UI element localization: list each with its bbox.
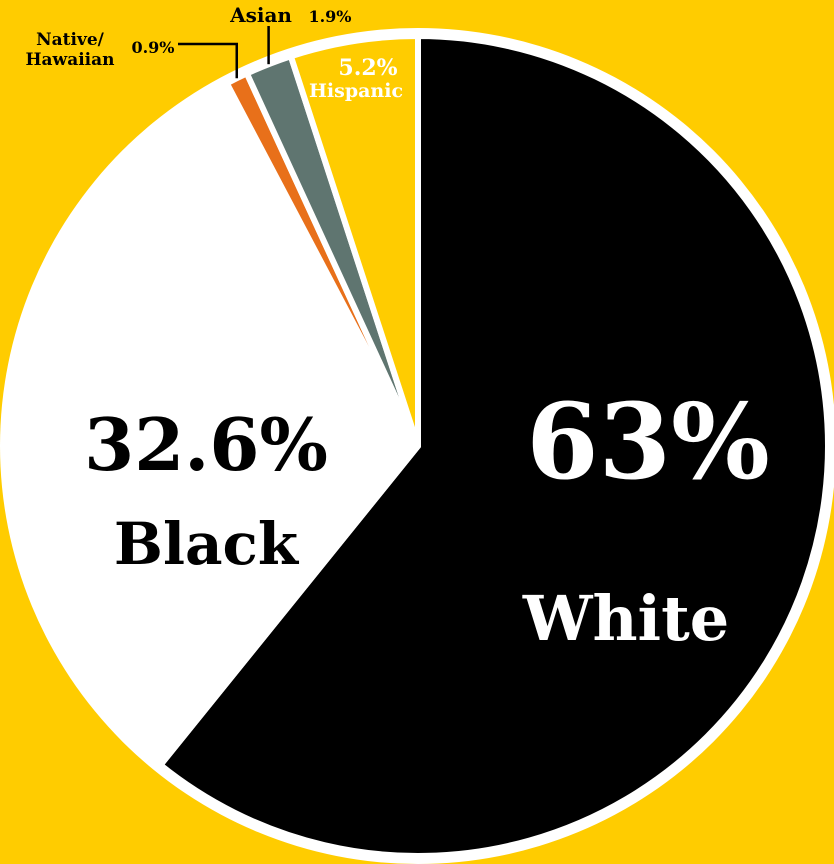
pie-slice-white — [157, 33, 831, 859]
pie-slice-hispanic — [287, 33, 421, 449]
slice-label-white-name: White — [522, 582, 729, 655]
slice-label-native-pct: 0.9% — [131, 38, 174, 57]
slice-label-asian-pct: 1.9% — [308, 7, 351, 26]
slice-label-black-name: Black — [114, 510, 300, 578]
slice-label-white-pct: 63% — [526, 380, 770, 503]
leader-lines — [178, 26, 270, 79]
slice-label-hispanic-pct: 5.2% — [338, 55, 397, 81]
slice-label-hispanic-name: Hispanic — [309, 80, 403, 102]
slice-label-asian-name: Asian — [229, 3, 292, 27]
leader-line-native — [178, 42, 239, 79]
slice-label-black-pct: 32.6% — [84, 402, 328, 487]
slice-label-native-line1: Native/ — [36, 30, 105, 50]
slice-label-native-line2: Hawaiian — [25, 50, 114, 70]
pie-slices — [5, 33, 831, 859]
